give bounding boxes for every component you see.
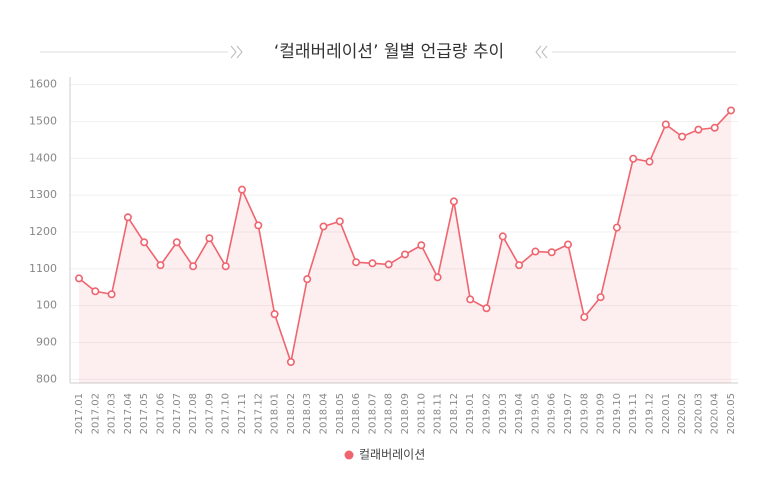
point (368, 259, 377, 268)
x-tick-label: 2017.06 (156, 393, 167, 434)
x-tick-label: 2020.03 (693, 393, 704, 434)
x-tick-label: 2019.07 (563, 393, 574, 434)
legend-marker (344, 450, 354, 460)
point (205, 234, 214, 243)
point (661, 120, 670, 129)
x-tick-label: 2019.08 (579, 393, 590, 434)
point (156, 261, 165, 270)
y-tick-label: 800 (36, 372, 57, 385)
point (563, 240, 572, 249)
point (498, 232, 507, 241)
x-tick-label: 2018.05 (335, 393, 346, 434)
x-tick-label: 2020.04 (710, 393, 721, 434)
point (515, 261, 524, 270)
x-tick-label: 2017.09 (204, 393, 215, 434)
y-tick-label: 900 (36, 335, 57, 348)
x-tick-label: 2019.02 (482, 393, 493, 434)
x-tick-label: 2019.10 (612, 393, 623, 434)
x-tick-label: 2020.05 (726, 393, 737, 434)
x-tick-label: 2017.10 (221, 393, 232, 434)
y-tick-label: 1100 (29, 262, 57, 275)
point (75, 274, 84, 283)
x-tick-label: 2019.01 (465, 393, 476, 434)
x-tick-label: 2017.04 (123, 393, 134, 434)
x-tick-label: 2018.11 (433, 393, 444, 434)
point (335, 217, 344, 226)
x-tick-label: 2018.02 (286, 393, 297, 434)
y-tick-label: 1600 (29, 78, 57, 91)
y-tick-label: 1300 (29, 188, 57, 201)
x-tick-label: 2018.03 (302, 393, 313, 434)
x-tick-label: 2017.11 (237, 393, 248, 434)
point (645, 157, 654, 166)
point (270, 310, 279, 319)
point (384, 260, 393, 269)
x-tick-label: 2018.08 (384, 393, 395, 434)
x-tick-label: 2018.04 (319, 393, 330, 434)
x-tick-label: 2018.12 (449, 393, 460, 434)
x-tick-label: 2019.09 (596, 393, 607, 434)
y-tick-label: 1200 (29, 225, 57, 238)
y-tick-label: 1400 (29, 151, 57, 164)
x-tick-label: 2017.07 (172, 393, 183, 434)
point (678, 132, 687, 141)
point (433, 273, 442, 282)
point (629, 154, 638, 163)
point (107, 290, 116, 299)
y-tick-label: 1500 (29, 115, 57, 128)
point (710, 123, 719, 132)
x-tick-label: 2019.06 (547, 393, 558, 434)
x-tick-label: 2017.08 (188, 393, 199, 434)
x-tick-label: 2019.03 (498, 393, 509, 434)
point (417, 241, 426, 250)
point (140, 238, 149, 247)
x-tick-label: 2019.12 (645, 393, 656, 434)
x-tick-label: 2019.05 (530, 393, 541, 434)
point (400, 250, 409, 259)
point (482, 304, 491, 313)
point (466, 295, 475, 304)
title-chevron (535, 45, 548, 59)
x-tick-label: 2017.02 (90, 393, 101, 434)
x-tick-label: 2019.04 (514, 393, 525, 434)
point (91, 287, 100, 296)
point (547, 248, 556, 257)
title-chevron (230, 45, 243, 59)
point (123, 213, 132, 222)
chart-title: ‘컬래버레이션’ 월별 언급량 추이 (274, 42, 504, 62)
x-tick-label: 2020.01 (661, 393, 672, 434)
x-tick-label: 2018.06 (351, 393, 362, 434)
point (189, 262, 198, 271)
x-tick-label: 2018.07 (367, 393, 378, 434)
x-tick-label: 2017.12 (253, 393, 264, 434)
x-tick-label: 2018.01 (270, 393, 281, 434)
point (172, 238, 181, 247)
point (303, 275, 312, 284)
legend-label: 컬래버레이션 (359, 448, 425, 462)
point (612, 223, 621, 232)
point (449, 197, 458, 206)
y-tick-label: 100 (36, 299, 57, 312)
point (726, 106, 735, 115)
point (221, 262, 230, 271)
point (531, 247, 540, 256)
x-tick-label: 2018.10 (416, 393, 427, 434)
point (238, 185, 247, 194)
x-tick-label: 2018.09 (400, 393, 411, 434)
x-tick-label: 2017.03 (107, 393, 118, 434)
point (596, 293, 605, 302)
point (254, 221, 263, 230)
point (694, 125, 703, 134)
point (352, 258, 361, 267)
point (319, 222, 328, 231)
x-tick-label: 2017.01 (74, 393, 85, 434)
x-tick-label: 2019.11 (628, 393, 639, 434)
area (79, 110, 731, 384)
x-tick-label: 2020.02 (677, 393, 688, 434)
point (286, 358, 295, 367)
point (580, 313, 589, 322)
x-tick-label: 2017.05 (139, 393, 150, 434)
